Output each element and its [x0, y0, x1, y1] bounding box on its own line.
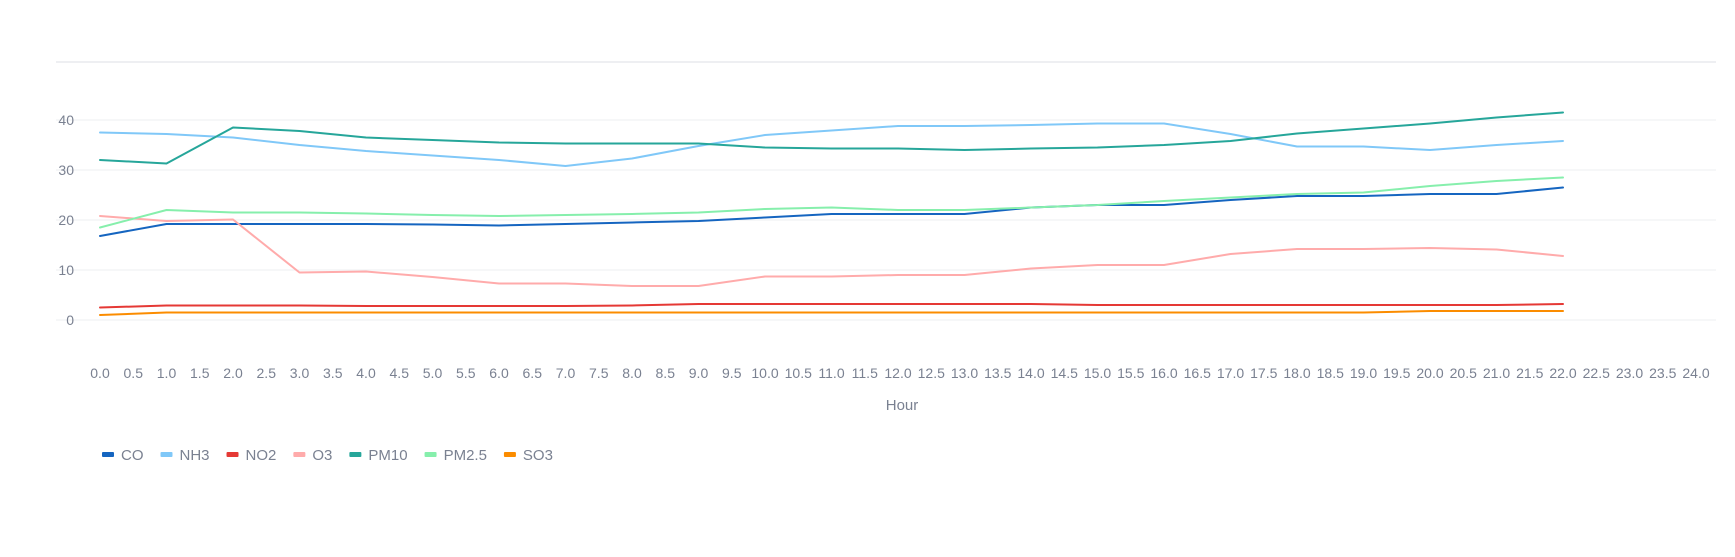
legend-label: CO: [121, 447, 144, 464]
x-tick-label: 9.5: [722, 365, 742, 381]
x-tick-label: 16.0: [1150, 365, 1177, 381]
x-tick-label: 5.0: [423, 365, 443, 381]
legend-item[interactable]: PM2.5: [424, 447, 487, 464]
x-tick-label: 8.0: [622, 365, 642, 381]
legend-item[interactable]: CO: [102, 447, 144, 464]
legend-label: NO2: [246, 447, 277, 464]
y-tick-label: 10: [58, 262, 74, 278]
x-tick-label: 9.0: [689, 365, 709, 381]
x-tick-label: 4.5: [390, 365, 410, 381]
x-tick-label: 22.0: [1549, 365, 1576, 381]
x-tick-label: 15.5: [1117, 365, 1144, 381]
y-tick-label: 0: [66, 312, 74, 328]
x-axis-ticks: 0.0 0.5 1.0 1.5 2.0 2.5 3.0 3.5 4.0 4.5 5.0 5.5 6.0 6…: [90, 365, 1710, 381]
y-tick-label: 30: [58, 162, 74, 178]
series-line-no2: [99, 303, 1564, 309]
x-tick-label: 12.0: [884, 365, 911, 381]
legend-swatch: [424, 452, 437, 457]
x-tick-label: 6.0: [489, 365, 509, 381]
x-tick-label: 20.0: [1416, 365, 1443, 381]
x-tick-label: 24.0: [1682, 365, 1709, 381]
series-line-co: [99, 186, 1564, 237]
x-tick-label: 13.5: [984, 365, 1011, 381]
x-tick-label: 14.5: [1051, 365, 1078, 381]
series-line-o3: [99, 215, 1564, 287]
x-tick-label: 7.0: [556, 365, 576, 381]
x-tick-label: 21.0: [1483, 365, 1510, 381]
x-tick-label: 0.5: [124, 365, 144, 381]
x-tick-label: 8.5: [656, 365, 676, 381]
x-tick-label: 17.0: [1217, 365, 1244, 381]
x-tick-label: 16.5: [1184, 365, 1211, 381]
legend-swatch: [160, 452, 173, 457]
x-tick-label: 7.5: [589, 365, 609, 381]
legend-item[interactable]: NH3: [160, 447, 210, 464]
x-tick-label: 2.0: [223, 365, 243, 381]
legend-swatch: [349, 452, 362, 457]
x-tick-label: 13.0: [951, 365, 978, 381]
x-tick-label: 5.5: [456, 365, 476, 381]
x-tick-label: 3.0: [290, 365, 310, 381]
x-tick-label: 12.5: [918, 365, 945, 381]
series-lines: [99, 111, 1564, 316]
x-tick-label: 18.0: [1283, 365, 1310, 381]
x-tick-label: 19.0: [1350, 365, 1377, 381]
x-tick-label: 11.0: [818, 365, 844, 381]
x-tick-label: 18.5: [1317, 365, 1344, 381]
y-tick-label: 40: [58, 112, 74, 128]
legend-swatch: [102, 452, 114, 457]
x-tick-label: 10.5: [785, 365, 812, 381]
x-tick-label: 11.5: [852, 365, 878, 381]
legend: CO NH3 NO2 O3 PM10 PM2.5 SO3: [102, 447, 553, 464]
legend-item[interactable]: NO2: [226, 447, 277, 464]
x-tick-label: 6.5: [523, 365, 543, 381]
series-line-pm10: [99, 111, 1564, 165]
x-tick-label: 4.0: [356, 365, 376, 381]
legend-label: O3: [312, 447, 332, 464]
legend-label: SO3: [523, 447, 553, 464]
legend-swatch: [226, 452, 239, 457]
series-line-pm25: [99, 176, 1564, 229]
x-tick-label: 15.0: [1084, 365, 1111, 381]
x-tick-label: 20.5: [1450, 365, 1477, 381]
legend-swatch: [503, 452, 516, 457]
x-tick-label: 14.0: [1017, 365, 1044, 381]
x-tick-label: 19.5: [1383, 365, 1410, 381]
legend-item[interactable]: PM10: [349, 447, 408, 464]
x-tick-label: 2.5: [257, 365, 277, 381]
x-axis-title: Hour: [886, 397, 919, 414]
legend-label: NH3: [180, 447, 210, 464]
y-axis-ticks: 0 10 20 30 40: [58, 112, 74, 328]
x-tick-label: 17.5: [1250, 365, 1277, 381]
y-tick-label: 20: [58, 212, 74, 228]
legend-item[interactable]: SO3: [503, 447, 553, 464]
x-tick-label: 1.0: [157, 365, 177, 381]
x-tick-label: 10.0: [751, 365, 778, 381]
x-tick-label: 1.5: [190, 365, 210, 381]
grid-lines: [56, 119, 1716, 321]
legend-swatch: [293, 452, 306, 457]
x-tick-label: 3.5: [323, 365, 343, 381]
x-tick-label: 23.5: [1649, 365, 1676, 381]
x-tick-label: 0.0: [90, 365, 110, 381]
legend-label: PM10: [368, 447, 407, 464]
x-tick-label: 22.5: [1583, 365, 1610, 381]
series-line-so3: [99, 310, 1564, 316]
legend-item[interactable]: O3: [293, 447, 332, 464]
legend-label: PM2.5: [444, 447, 487, 464]
x-tick-label: 23.0: [1616, 365, 1643, 381]
series-line-nh3: [99, 122, 1564, 167]
x-tick-label: 21.5: [1516, 365, 1543, 381]
